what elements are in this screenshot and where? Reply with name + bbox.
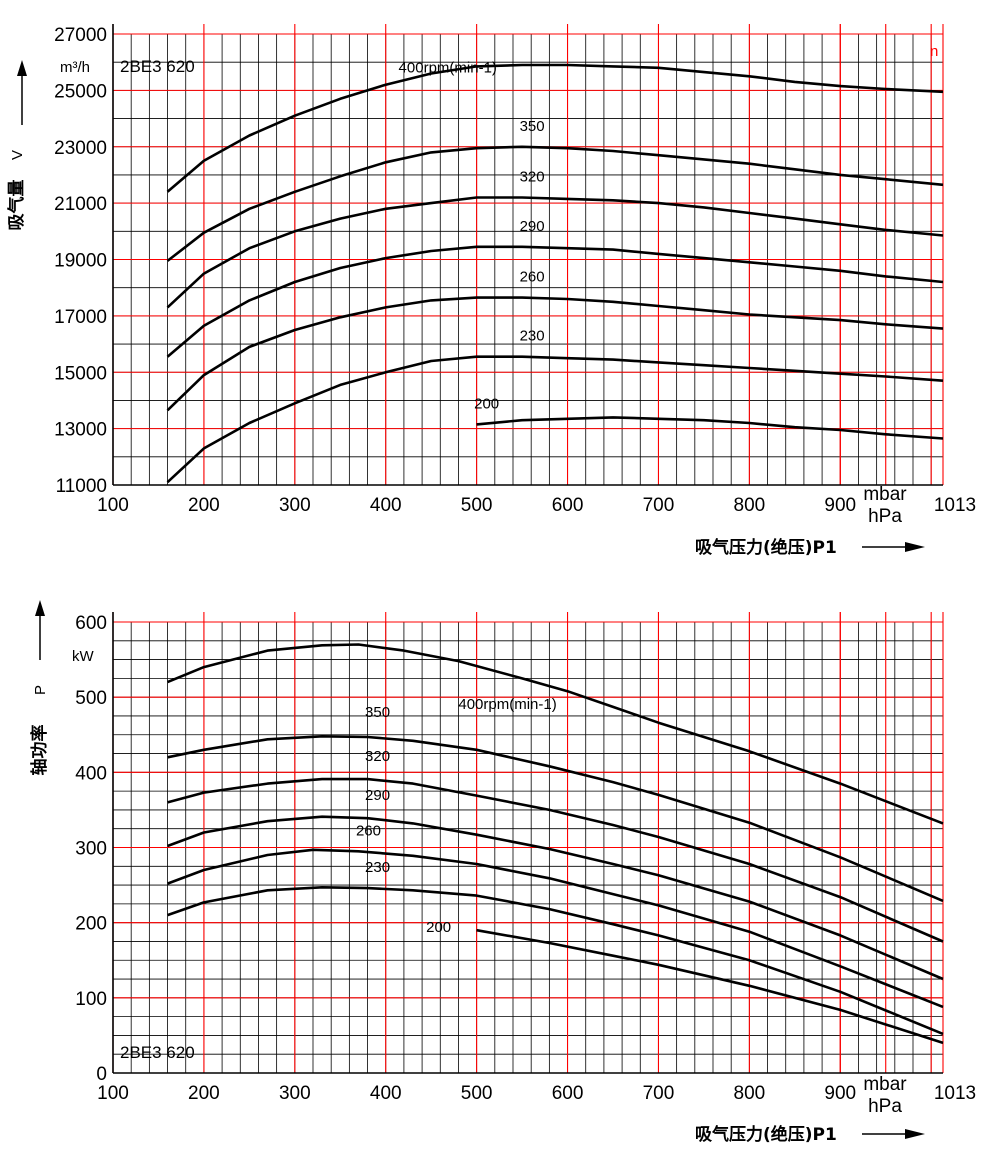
x-tick-label: 800 <box>734 495 766 516</box>
y-tick-label: 300 <box>75 839 107 860</box>
x-unit-hpa: hPa <box>868 506 902 527</box>
x-tick-label: 400 <box>370 495 402 516</box>
y-tick-label: 500 <box>75 688 107 709</box>
y-tick-label: 21000 <box>54 194 107 215</box>
x-tick-label: 900 <box>824 1083 856 1104</box>
x-unit-hpa: hPa <box>868 1096 902 1117</box>
x-tick-label: 100 <box>97 495 129 516</box>
y-tick-label: 13000 <box>54 420 107 441</box>
series-line <box>167 886 944 1036</box>
x-axis-arrow-head <box>905 1129 925 1139</box>
x-axis-arrow-head <box>905 542 925 552</box>
shaft-power-chart: 100 200 300 400 500 600 700 800 900 1013010020030… <box>29 600 976 1145</box>
y-axis-symbol: P <box>32 685 49 695</box>
series-line <box>167 777 944 943</box>
series-label: 260 <box>520 269 545 286</box>
series-label: 350 <box>520 118 545 135</box>
x-axis-label: 吸气压力(绝压)P1 <box>695 537 837 558</box>
series-label: 230 <box>520 328 545 345</box>
x-tick-label: 200 <box>188 495 220 516</box>
corner-mark: n <box>930 43 938 60</box>
y-tick-label: 0 <box>96 1064 107 1085</box>
model-label: 2BE3 620 <box>120 57 195 76</box>
y-tick-label: 23000 <box>54 138 107 159</box>
x-tick-label: 900 <box>824 495 856 516</box>
series-label: 400rpm(min-1) <box>458 696 556 713</box>
series-line <box>167 643 944 825</box>
series-label: 290 <box>520 218 545 235</box>
x-tick-label: 500 <box>461 495 493 516</box>
series-line <box>166 145 944 262</box>
y-tick-label: 400 <box>75 763 107 784</box>
series-line <box>166 355 944 484</box>
series-label: 350 <box>365 704 390 721</box>
x-tick-label: 300 <box>279 1083 311 1104</box>
series-label: 320 <box>365 748 390 765</box>
y-axis-arrow-head <box>17 60 27 76</box>
y-unit: kW <box>72 648 95 665</box>
x-tick-label: 300 <box>279 495 311 516</box>
x-tick-label: 600 <box>552 495 584 516</box>
x-tick-label: 400 <box>370 1083 402 1104</box>
y-tick-label: 19000 <box>54 251 107 272</box>
y-tick-label: 600 <box>75 613 107 634</box>
intake-volume-chart: 100 200 300 400 500 600 700 800 900 1013 11000 1300… <box>6 24 976 558</box>
y-tick-label: 11000 <box>56 476 107 497</box>
series-label: 260 <box>356 822 381 839</box>
x-tick-label: 200 <box>188 1083 220 1104</box>
y-tick-label: 25000 <box>54 81 107 102</box>
y-tick-label: 200 <box>75 914 107 935</box>
y-axis-label: 轴功率 <box>29 725 50 776</box>
x-tick-label: 100 <box>97 1083 129 1104</box>
series-line <box>166 245 944 358</box>
x-tick-label: 1013 <box>934 495 976 516</box>
x-axis-label: 吸气压力(绝压)P1 <box>695 1124 837 1145</box>
series-line <box>167 848 944 1009</box>
series-line <box>476 416 944 440</box>
series-label: 230 <box>365 859 390 876</box>
series-label: 200 <box>474 395 499 412</box>
x-tick-label: 800 <box>734 1083 766 1104</box>
series-label: 320 <box>520 168 545 185</box>
series-line <box>167 735 944 903</box>
x-tick-label: 700 <box>643 1083 675 1104</box>
series-label: 200 <box>426 919 451 936</box>
y-axis-arrow-head <box>35 600 45 616</box>
series-line <box>476 928 944 1045</box>
x-tick-label: 600 <box>552 1083 584 1104</box>
y-tick-label: 17000 <box>54 307 107 328</box>
series-line <box>166 63 944 193</box>
y-tick-label: 100 <box>75 989 107 1010</box>
x-unit-mbar: mbar <box>863 1074 907 1095</box>
x-unit-mbar: mbar <box>863 484 907 505</box>
x-tick-label: 700 <box>643 495 675 516</box>
series-line <box>166 296 944 412</box>
y-tick-label: 27000 <box>54 25 107 46</box>
x-tick-label: 1013 <box>934 1083 976 1104</box>
y-axis-symbol: V <box>9 150 26 160</box>
series-label: 400rpm(min-1) <box>399 60 497 77</box>
model-label: 2BE3 620 <box>120 1043 195 1062</box>
y-tick-label: 15000 <box>54 363 107 384</box>
y-unit: m³/h <box>60 59 90 76</box>
series-line <box>166 196 944 309</box>
series-label: 290 <box>365 787 390 804</box>
x-tick-label: 500 <box>461 1083 493 1104</box>
series-line <box>167 815 944 981</box>
y-axis-label: 吸气量 <box>6 180 27 231</box>
